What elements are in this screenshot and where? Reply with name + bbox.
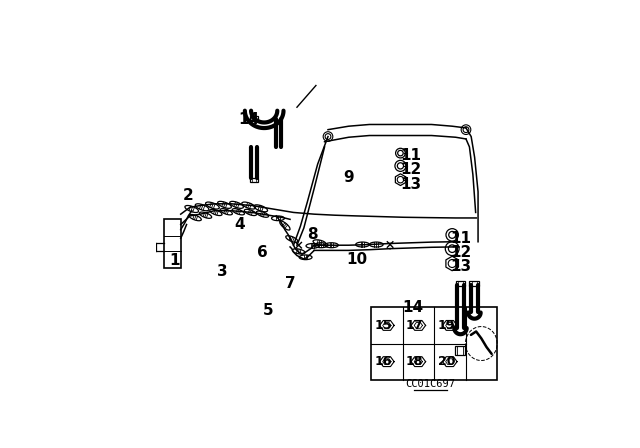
Text: 10: 10 <box>347 251 368 267</box>
Bar <box>371 307 497 380</box>
Bar <box>250 116 258 120</box>
Text: 14: 14 <box>238 112 259 127</box>
Bar <box>164 220 180 267</box>
Text: 11: 11 <box>400 148 421 163</box>
Text: 8: 8 <box>307 228 318 242</box>
Bar <box>455 346 465 354</box>
Text: CC01C697: CC01C697 <box>404 379 455 389</box>
Text: 12: 12 <box>400 162 421 177</box>
Text: 16: 16 <box>374 355 392 368</box>
Text: 4: 4 <box>235 217 245 232</box>
Text: 5: 5 <box>262 303 273 318</box>
Text: 20: 20 <box>438 355 455 368</box>
Text: 13: 13 <box>451 259 472 275</box>
Text: 12: 12 <box>450 245 472 259</box>
Text: 14: 14 <box>402 300 423 315</box>
Text: 2: 2 <box>183 188 194 202</box>
Text: 1: 1 <box>169 253 180 268</box>
Text: 15: 15 <box>374 319 392 332</box>
Text: 19: 19 <box>438 319 455 332</box>
Text: 11: 11 <box>451 231 471 246</box>
Bar <box>469 281 479 285</box>
Text: 3: 3 <box>218 263 228 279</box>
Text: 6: 6 <box>257 245 268 259</box>
Bar <box>250 177 258 182</box>
Text: 13: 13 <box>400 177 421 192</box>
Text: 18: 18 <box>406 355 424 368</box>
Text: 9: 9 <box>344 170 354 185</box>
Text: 17: 17 <box>406 319 424 332</box>
Text: 7: 7 <box>285 276 296 291</box>
Bar <box>456 281 465 285</box>
